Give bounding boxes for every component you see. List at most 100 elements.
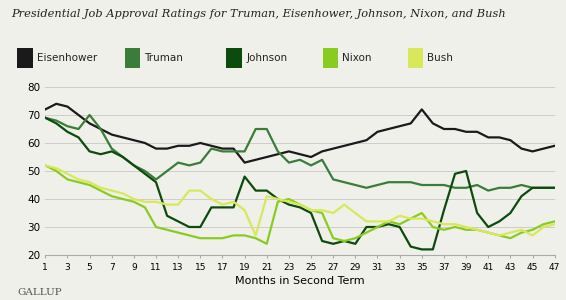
Eisenhower (142, 141, 148, 145)
Truman (529, 186, 536, 190)
Johnson (53, 122, 60, 125)
Truman (108, 147, 115, 150)
Johnson (507, 211, 514, 215)
Line: Eisenhower: Eisenhower (45, 104, 555, 163)
Bush (385, 220, 392, 223)
Johnson (175, 220, 182, 223)
Bush (474, 228, 481, 232)
Truman (440, 183, 447, 187)
Eisenhower (230, 147, 237, 150)
Nixon (408, 217, 414, 220)
Bush (341, 203, 348, 206)
Line: Bush: Bush (45, 165, 555, 236)
Truman (363, 186, 370, 190)
Nixon (418, 211, 425, 215)
Bush (363, 220, 370, 223)
Johnson (108, 150, 115, 153)
Johnson (285, 203, 292, 206)
Johnson (529, 186, 536, 190)
Truman (275, 150, 281, 153)
Johnson (97, 152, 104, 156)
Truman (186, 164, 192, 167)
Johnson (551, 186, 558, 190)
Text: Eisenhower: Eisenhower (37, 52, 97, 63)
Eisenhower (408, 122, 414, 125)
Eisenhower (330, 147, 337, 150)
Nixon (131, 200, 138, 204)
Bush (440, 222, 447, 226)
Johnson (363, 225, 370, 229)
Nixon (396, 222, 403, 226)
Truman (374, 183, 381, 187)
Truman (408, 180, 414, 184)
Bush (462, 225, 469, 229)
Eisenhower (275, 152, 281, 156)
Line: Nixon: Nixon (45, 165, 555, 244)
Bush (263, 194, 270, 198)
Bush (396, 214, 403, 217)
Bush (230, 200, 237, 204)
Eisenhower (363, 138, 370, 142)
Johnson (374, 225, 381, 229)
Nixon (507, 236, 514, 240)
Nixon (252, 236, 259, 240)
Nixon (164, 228, 170, 232)
Johnson (462, 169, 469, 173)
Johnson (186, 225, 192, 229)
Johnson (42, 116, 49, 120)
Bush (142, 200, 148, 204)
Truman (197, 161, 204, 164)
Nixon (208, 236, 215, 240)
Truman (75, 127, 82, 131)
Truman (164, 169, 170, 173)
Eisenhower (485, 136, 492, 139)
Johnson (385, 222, 392, 226)
Nixon (385, 220, 392, 223)
Johnson (341, 239, 348, 243)
Nixon (330, 236, 337, 240)
Bush (374, 220, 381, 223)
Truman (53, 119, 60, 122)
Nixon (551, 220, 558, 223)
Nixon (352, 236, 359, 240)
Nixon (440, 228, 447, 232)
Eisenhower (462, 130, 469, 134)
Nixon (97, 189, 104, 192)
Johnson (496, 220, 503, 223)
Johnson (408, 245, 414, 248)
Nixon (42, 164, 49, 167)
Nixon (474, 228, 481, 232)
Nixon (341, 239, 348, 243)
Bush (53, 167, 60, 170)
Line: Johnson: Johnson (45, 118, 555, 249)
Truman (485, 189, 492, 192)
Nixon (219, 236, 226, 240)
Johnson (440, 208, 447, 212)
Bush (518, 228, 525, 232)
Truman (496, 186, 503, 190)
Bush (97, 186, 104, 190)
Eisenhower (319, 150, 325, 153)
Johnson (418, 248, 425, 251)
Eisenhower (263, 155, 270, 159)
Eisenhower (540, 147, 547, 150)
Eisenhower (97, 127, 104, 131)
Nixon (285, 197, 292, 201)
Bush (430, 220, 436, 223)
Nixon (374, 225, 381, 229)
Eisenhower (440, 127, 447, 131)
Johnson (308, 211, 315, 215)
Nixon (186, 234, 192, 237)
Nixon (263, 242, 270, 246)
Nixon (75, 180, 82, 184)
Bush (64, 172, 71, 175)
Nixon (64, 178, 71, 181)
Eisenhower (208, 144, 215, 148)
Bush (219, 203, 226, 206)
Nixon (518, 231, 525, 234)
Truman (153, 178, 160, 181)
Eisenhower (219, 147, 226, 150)
Bush (496, 234, 503, 237)
Text: Nixon: Nixon (342, 52, 372, 63)
Text: Presidential Job Approval Ratings for Truman, Eisenhower, Johnson, Nixon, and Bu: Presidential Job Approval Ratings for Tr… (11, 9, 506, 19)
